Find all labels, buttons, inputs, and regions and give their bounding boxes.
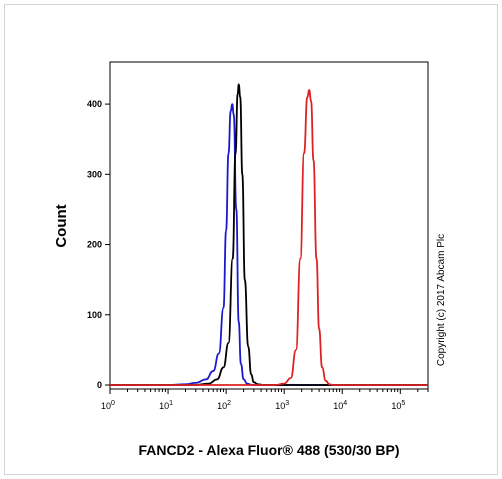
x-tick-label: 105 — [391, 400, 405, 411]
histogram-series-1 — [110, 103, 428, 386]
series-layer — [110, 83, 428, 386]
x-tick-label: 101 — [159, 400, 173, 411]
x-axis: 100 101 102 103 104 105 — [101, 389, 429, 411]
y-tick-label: 400 — [87, 99, 102, 109]
y-tick-label: 300 — [87, 169, 102, 179]
x-axis-label: FANCD2 - Alexa Fluor® 488 (530/30 BP) — [138, 442, 399, 458]
y-tick-label: 200 — [87, 240, 102, 250]
y-tick-label: 100 — [87, 310, 102, 320]
histogram-series-2 — [110, 83, 428, 386]
y-tick-label: 0 — [97, 380, 102, 390]
y-axis: 0 100 200 300 400 — [87, 99, 110, 390]
histogram-series-3 — [110, 89, 428, 386]
x-tick-label: 103 — [275, 400, 289, 411]
x-tick-label: 104 — [333, 400, 347, 411]
x-tick-label: 100 — [101, 400, 115, 411]
y-axis-label: Count — [53, 204, 70, 247]
x-tick-label: 102 — [217, 400, 231, 411]
copyright-text: Copyright (c) 2017 Abcam Plc — [436, 234, 447, 366]
image-frame — [4, 4, 498, 475]
plot-area — [109, 61, 429, 390]
